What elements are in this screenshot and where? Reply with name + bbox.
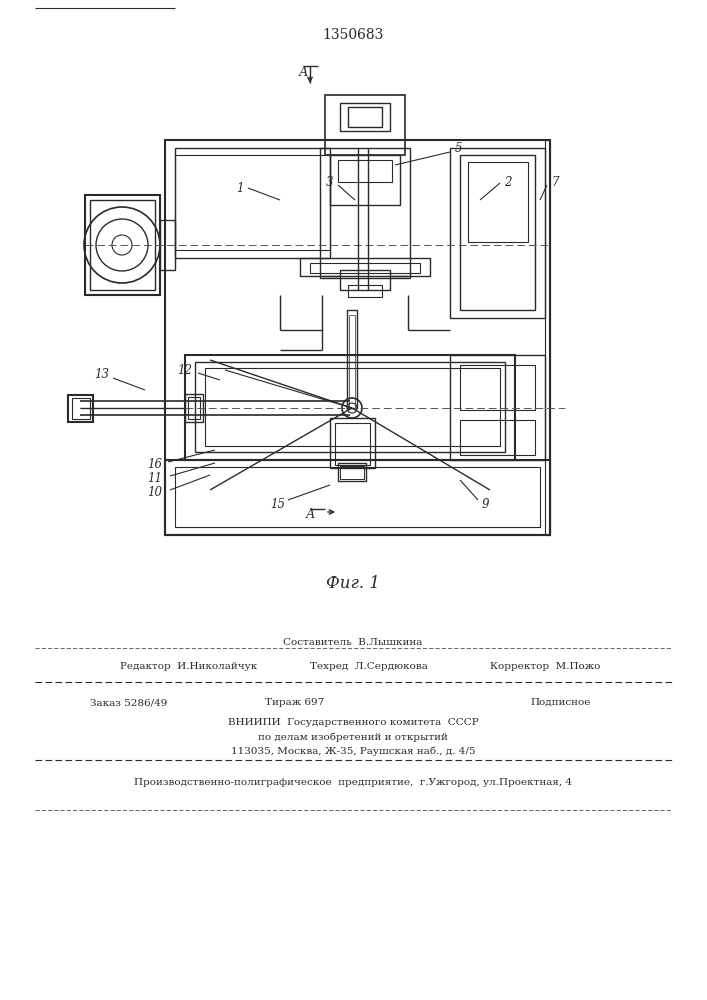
- Bar: [450, 148, 545, 318]
- Text: Тираж 697: Тираж 697: [265, 698, 325, 707]
- Bar: [165, 460, 550, 535]
- Bar: [468, 162, 528, 242]
- Text: 1350683: 1350683: [322, 28, 384, 42]
- Bar: [460, 365, 535, 410]
- Bar: [545, 140, 550, 535]
- Bar: [68, 395, 93, 422]
- Bar: [300, 258, 430, 276]
- Bar: [330, 155, 400, 205]
- Text: Подписное: Подписное: [530, 698, 590, 707]
- Bar: [325, 95, 405, 155]
- Text: Корректор  М.Пожо: Корректор М.Пожо: [490, 662, 600, 671]
- Text: по делам изобретений и открытий: по делам изобретений и открытий: [258, 732, 448, 742]
- Bar: [340, 103, 390, 131]
- Text: 16: 16: [148, 458, 163, 472]
- Text: ВНИИПИ  Государственного комитета  СССР: ВНИИПИ Государственного комитета СССР: [228, 718, 479, 727]
- Text: 2: 2: [504, 176, 512, 190]
- Text: 1: 1: [236, 182, 244, 194]
- Text: Производственно-полиграфическое  предприятие,  г.Ужгород, ул.Проектная, 4: Производственно-полиграфическое предприя…: [134, 778, 572, 787]
- Bar: [348, 285, 382, 297]
- Text: 7: 7: [551, 176, 559, 190]
- Bar: [320, 148, 410, 278]
- Bar: [310, 263, 420, 273]
- Bar: [185, 355, 515, 460]
- Text: Фиг. 1: Фиг. 1: [326, 575, 380, 592]
- Text: Редактор  И.Николайчук: Редактор И.Николайчук: [120, 662, 257, 671]
- Text: Техред  Л.Сердюкова: Техред Л.Сердюкова: [310, 662, 428, 671]
- Text: А: А: [298, 66, 308, 79]
- Bar: [205, 368, 500, 446]
- Text: Составитель  В.Лышкина: Составитель В.Лышкина: [284, 638, 423, 647]
- Bar: [340, 466, 364, 479]
- Text: Заказ 5286/49: Заказ 5286/49: [90, 698, 168, 707]
- Text: 113035, Москва, Ж-35, Раушская наб., д. 4/5: 113035, Москва, Ж-35, Раушская наб., д. …: [230, 746, 475, 756]
- Bar: [460, 155, 535, 310]
- Bar: [175, 467, 540, 527]
- Text: 11: 11: [148, 473, 163, 486]
- Bar: [85, 195, 160, 295]
- Bar: [90, 200, 155, 290]
- Text: 5: 5: [455, 141, 462, 154]
- Text: 3: 3: [326, 176, 334, 190]
- Text: 10: 10: [148, 487, 163, 499]
- Bar: [160, 220, 175, 270]
- Text: 13: 13: [95, 368, 110, 381]
- Bar: [338, 160, 392, 182]
- Bar: [165, 140, 550, 535]
- Bar: [185, 394, 203, 422]
- Bar: [348, 107, 382, 127]
- Bar: [349, 315, 355, 408]
- Bar: [460, 420, 535, 455]
- Text: 12: 12: [177, 363, 192, 376]
- Text: А: А: [305, 508, 315, 522]
- Bar: [347, 310, 357, 408]
- Bar: [330, 418, 375, 468]
- Bar: [450, 355, 545, 460]
- Bar: [338, 463, 366, 481]
- Bar: [188, 397, 200, 419]
- Bar: [340, 270, 390, 290]
- Bar: [175, 148, 330, 258]
- Bar: [195, 362, 505, 452]
- Bar: [335, 423, 370, 465]
- Bar: [175, 155, 330, 250]
- Text: 15: 15: [271, 498, 286, 512]
- Bar: [72, 398, 90, 419]
- Text: 9: 9: [481, 498, 489, 512]
